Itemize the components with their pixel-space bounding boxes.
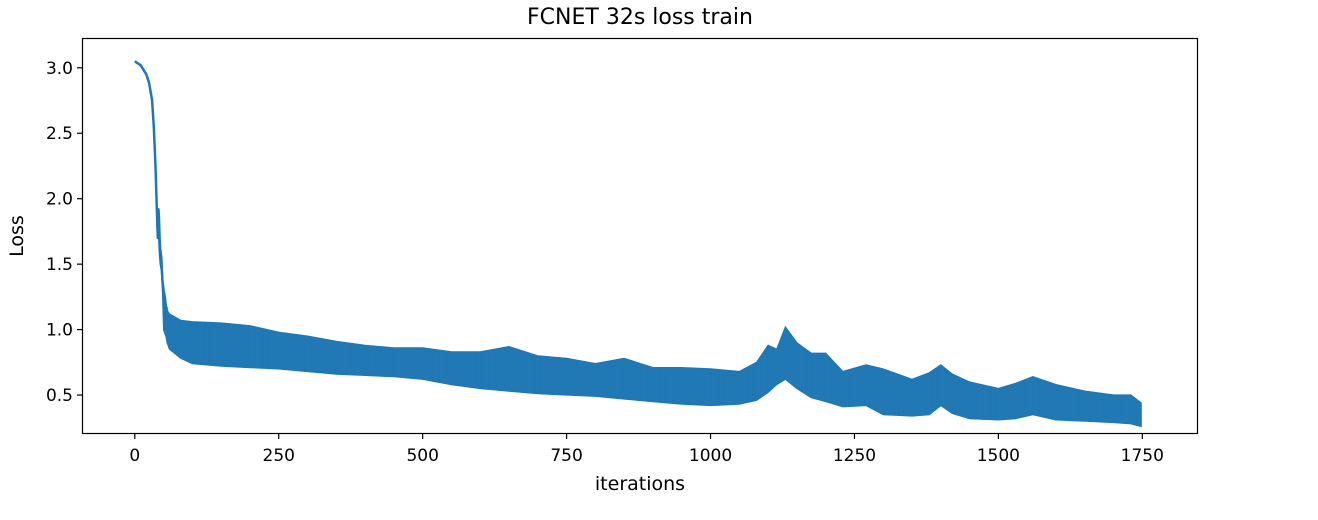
chart-title: FCNET 32s loss train [527, 5, 753, 30]
y-axis: 0.5 1.0 1.5 2.0 2.5 3.0 [46, 59, 83, 406]
x-tick-label: 250 [263, 446, 295, 466]
plot-frame [81, 37, 1199, 435]
x-axis-label: iterations [595, 473, 685, 495]
x-tick-label: 0 [129, 446, 140, 466]
y-tick-label: 1.0 [46, 321, 73, 341]
x-tick-label: 750 [550, 446, 582, 466]
x-tick-label: 1000 [689, 446, 732, 466]
y-tick-label: 3.0 [46, 59, 73, 79]
y-tick-label: 2.5 [46, 124, 73, 144]
series-line [134, 60, 169, 311]
series-oscillation [164, 296, 1140, 426]
y-tick-label: 0.5 [46, 386, 73, 406]
y-tick-label: 2.0 [46, 190, 73, 210]
x-tick-label: 1250 [833, 446, 876, 466]
y-axis-label: Loss [6, 215, 28, 257]
y-tick-label: 1.5 [46, 255, 73, 275]
x-tick-label: 1500 [977, 446, 1020, 466]
x-tick-label: 1750 [1121, 446, 1164, 466]
plot-area [134, 60, 1142, 428]
x-axis: 0 250 500 750 1000 1250 1500 1750 [129, 433, 1164, 466]
x-tick-label: 500 [406, 446, 438, 466]
